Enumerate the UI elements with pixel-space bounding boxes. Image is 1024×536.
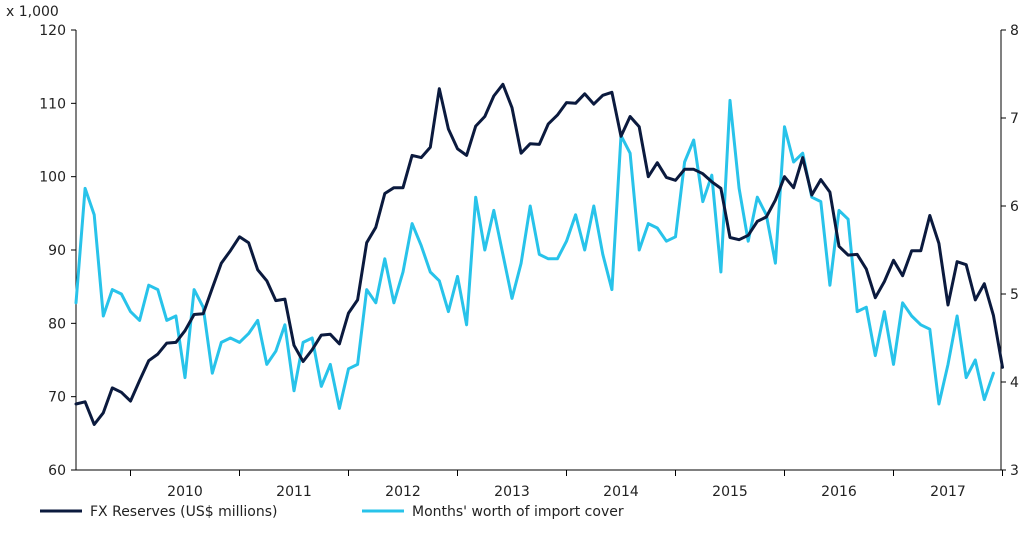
x-tick-label: 2014 bbox=[603, 484, 639, 500]
left-tick-label: 90 bbox=[48, 243, 66, 259]
left-tick-label: 120 bbox=[39, 23, 66, 39]
x-tick-label: 2011 bbox=[276, 484, 312, 500]
legend-item-fx-reserves-label: FX Reserves (US$ millions) bbox=[90, 504, 277, 520]
right-tick-label: 6 bbox=[1010, 199, 1019, 215]
x-tick-label: 2013 bbox=[494, 484, 530, 500]
left-tick-label: 100 bbox=[39, 170, 66, 186]
x-tick-label: 2016 bbox=[821, 484, 857, 500]
x-tick-label: 2015 bbox=[712, 484, 748, 500]
left-tick-label: 110 bbox=[39, 96, 66, 112]
legend: FX Reserves (US$ millions) Months' worth … bbox=[40, 504, 624, 520]
series-line-fx-reserves bbox=[74, 82, 1004, 426]
x-tick-label: 2010 bbox=[167, 484, 203, 500]
legend-item-import-cover-label: Months' worth of import cover bbox=[412, 504, 624, 520]
right-tick-label: 8 bbox=[1010, 23, 1019, 39]
left-tick-label: 80 bbox=[48, 316, 66, 332]
x-tick-label: 2017 bbox=[930, 484, 966, 500]
right-tick-label: 3 bbox=[1010, 463, 1019, 479]
right-tick-label: 4 bbox=[1010, 375, 1019, 391]
x-tick-label: 2012 bbox=[385, 484, 421, 500]
left-tick-label: 60 bbox=[48, 463, 66, 479]
series-lines bbox=[74, 82, 1004, 426]
axes: 60 70 80 90 100 110 120 3 4 5 6 7 8 x 1,000 2010 2011 20… bbox=[6, 4, 1019, 500]
y-unit-label: x 1,000 bbox=[6, 4, 59, 20]
series-line-import-cover bbox=[74, 98, 995, 410]
right-tick-label: 5 bbox=[1010, 287, 1019, 303]
left-tick-label: 70 bbox=[48, 390, 66, 406]
right-tick-label: 7 bbox=[1010, 111, 1019, 127]
